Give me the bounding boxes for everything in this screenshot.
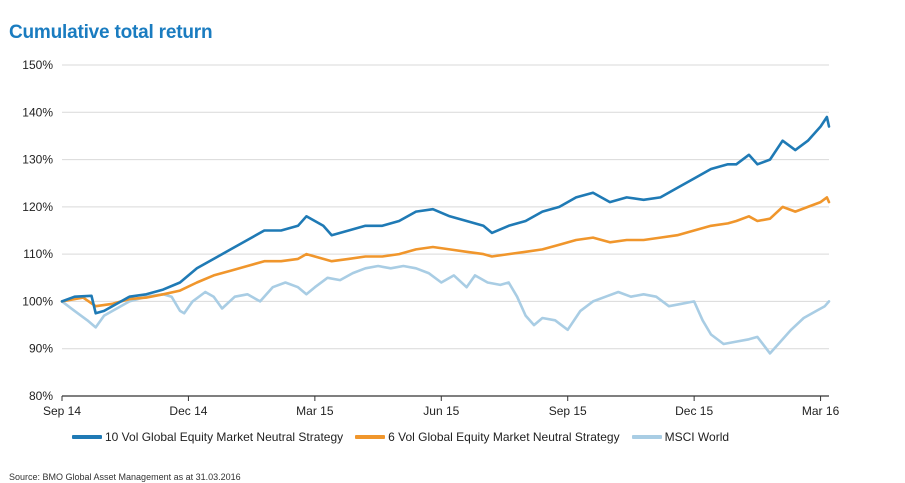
legend-label-6vol: 6 Vol Global Equity Market Neutral Strat… [388,430,620,444]
source-note: Source: BMO Global Asset Management as a… [9,472,241,482]
y-tick-label: 80% [29,389,53,403]
chart-title: Cumulative total return [9,22,213,43]
x-tick-label: Mar 15 [296,404,334,418]
legend-label-msci: MSCI World [664,430,730,444]
legend-label-10vol: 10 Vol Global Equity Market Neutral Stra… [105,430,344,444]
y-tick-label: 100% [22,294,53,308]
legend-item-6vol: 6 Vol Global Equity Market Neutral Strat… [355,430,620,444]
y-tick-label: 110% [23,247,53,261]
series-line-2 [60,264,831,355]
legend-swatch-10vol [72,435,102,439]
series-line-1 [60,196,831,308]
series-lines [60,115,831,355]
x-tick-label: Sep 14 [43,404,81,418]
y-tick-label: 120% [22,200,53,214]
y-tick-label: 150% [22,58,53,72]
y-tick-label: 90% [29,342,53,356]
y-tick-label: 130% [22,153,53,167]
x-tick-label: Dec 15 [675,404,713,418]
legend-item-10vol: 10 Vol Global Equity Market Neutral Stra… [72,430,343,444]
axes: 80% 90% 100% 110% 120% 130% 140% 150% Sep 14 Dec … [22,58,839,418]
x-tick-label: Mar 16 [802,404,840,418]
x-tick-label: Jun 15 [423,404,459,418]
legend-swatch-msci [631,435,662,439]
y-tick-label: 140% [22,105,53,119]
legend-item-msci: MSCI World [631,430,730,444]
legend: 10 Vol Global Equity Market Neutral Stra… [72,430,741,444]
series-line-0 [60,115,831,315]
legend-swatch-6vol [355,435,386,439]
x-tick-label: Sep 15 [549,404,587,418]
gridlines [62,64,829,350]
x-tick-label: Dec 14 [169,404,207,418]
